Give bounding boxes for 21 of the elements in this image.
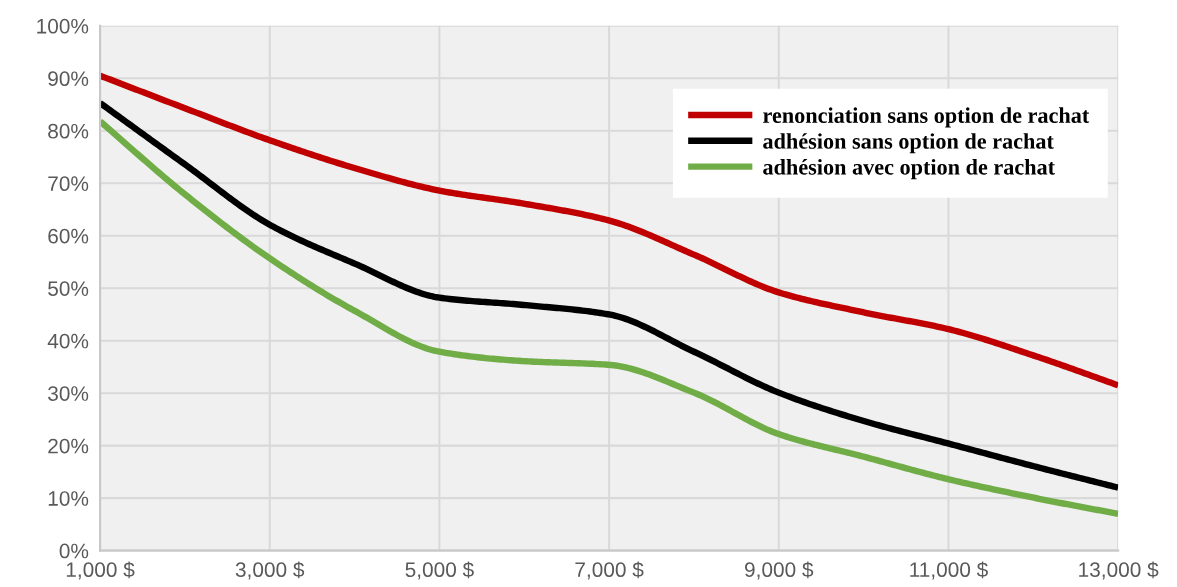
legend-label: renonciation sans option de rachat — [763, 107, 1090, 128]
legend-label: adhésion avec option de rachat — [763, 159, 1055, 180]
y-tick-label: 60% — [48, 228, 89, 244]
y-tick-label: 40% — [47, 333, 89, 349]
x-tick-label: 5,000 $ — [405, 561, 474, 580]
y-tick-label: 20% — [48, 438, 89, 454]
y-tick-label: 50% — [48, 281, 89, 296]
y-tick-label: 10% — [48, 491, 89, 506]
x-tick-label: 13,000 $ — [1079, 561, 1159, 580]
x-tick-label: 1,000 $ — [66, 561, 135, 580]
x-tick-label: 7,000 $ — [575, 561, 644, 580]
x-tick-label: 9,000 $ — [745, 561, 814, 580]
y-tick-label: 80% — [48, 123, 89, 139]
y-tick-label: 0% — [59, 543, 89, 559]
y-tick-label: 30% — [48, 386, 89, 401]
y-tick-label: 90% — [48, 71, 89, 87]
y-tick-label: 70% — [48, 176, 89, 192]
x-tick-label: 3,000 $ — [235, 561, 305, 580]
y-tick-label: 100% — [37, 18, 89, 34]
x-tick-label: 11,000 $ — [910, 561, 988, 580]
legend-label: adhésion sans option de rachat — [763, 133, 1054, 154]
